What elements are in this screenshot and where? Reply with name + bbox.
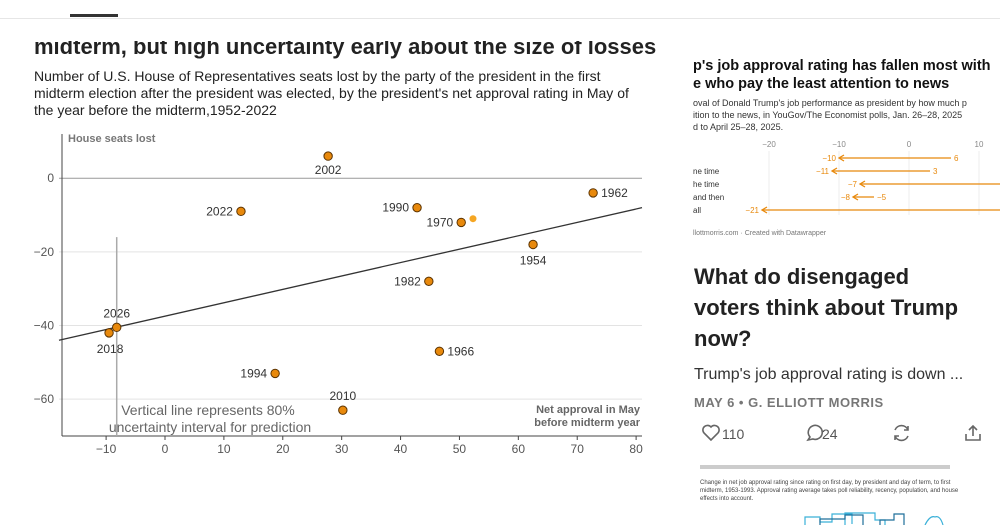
point-label: 1994 xyxy=(240,366,267,380)
point-label: 1962 xyxy=(601,186,628,200)
x-axis-label: Net approval in May xyxy=(536,404,641,416)
point-label: 2002 xyxy=(315,163,342,177)
y-axis-label: House seats lost xyxy=(68,133,156,145)
annotation: uncertainty interval for prediction xyxy=(109,419,311,435)
chart-subtitle: Number of U.S. House of Representatives … xyxy=(34,68,601,84)
post-title[interactable]: voters think about Trump xyxy=(694,295,958,320)
embed-source: llottmorris.com · Created with Datawrapp… xyxy=(693,230,827,237)
data-point xyxy=(112,322,122,333)
arrow-head xyxy=(851,193,859,201)
arrow-head xyxy=(837,154,845,162)
embed-subtitle: oval of Donald Trump's job performance a… xyxy=(693,98,967,108)
end-label: −7 xyxy=(848,180,858,189)
row-label: all xyxy=(693,206,701,215)
data-point xyxy=(588,188,598,198)
arrow-head xyxy=(858,180,866,188)
x-tick-label: −20 xyxy=(762,140,776,149)
point-label: 1966 xyxy=(447,344,474,358)
x-tick-label: 40 xyxy=(394,442,408,456)
x-tick-label: 80 xyxy=(629,442,643,456)
data-point xyxy=(434,346,445,356)
embed-title: e who pay the least attention to news xyxy=(693,76,949,92)
point-label: 1954 xyxy=(520,253,547,267)
header-mask xyxy=(0,0,1000,41)
data-point xyxy=(236,206,246,217)
x-tick-label: 10 xyxy=(975,140,984,149)
annotation: Vertical line represents 80% xyxy=(121,402,295,418)
data-point xyxy=(412,202,422,213)
point-label: 1990 xyxy=(382,201,409,215)
end-label: −10 xyxy=(822,154,836,163)
comment-icon[interactable] xyxy=(806,424,824,442)
x-tick-label: 0 xyxy=(162,442,169,456)
x-tick-label: 20 xyxy=(276,442,290,456)
data-point xyxy=(469,215,477,223)
post-snippet: Trump's job approval rating is down ... xyxy=(694,366,963,383)
data-point xyxy=(528,239,538,250)
end-label: −21 xyxy=(745,206,759,215)
preview-text: effects into account. xyxy=(700,496,754,502)
post-title[interactable]: now? xyxy=(694,326,751,351)
arrow-head xyxy=(830,167,838,175)
row-label: ne time xyxy=(693,167,720,176)
embed-title: p's job approval rating has fallen most … xyxy=(693,58,991,74)
preview-chart-decoration xyxy=(804,512,944,525)
trend-line xyxy=(58,207,643,341)
y-tick-label: −40 xyxy=(34,319,55,333)
point-label: 2010 xyxy=(329,389,356,403)
point-label: 2018 xyxy=(97,342,124,356)
x-tick-label: 10 xyxy=(217,442,231,456)
row-label: he time xyxy=(693,180,720,189)
x-tick-label: 0 xyxy=(907,140,912,149)
x-tick-label: −10 xyxy=(96,442,117,456)
share-icon[interactable] xyxy=(965,424,981,441)
y-tick-label: −60 xyxy=(34,392,55,406)
data-point xyxy=(270,368,280,379)
x-tick-label: 30 xyxy=(335,442,349,456)
post-meta: MAY 6 • G. ELLIOTT MORRIS xyxy=(694,395,884,410)
point-label: 2026 xyxy=(103,306,130,320)
chart-subtitle: midterm election after the president was… xyxy=(34,85,629,101)
end-label: −11 xyxy=(816,167,830,176)
y-tick-label: 0 xyxy=(47,171,54,185)
y-tick-label: −20 xyxy=(34,245,55,259)
post-actions xyxy=(702,424,981,442)
x-axis-label: before midterm year xyxy=(534,417,640,429)
start-label: −5 xyxy=(877,193,887,202)
like-count: 110 xyxy=(722,426,745,442)
embed-subtitle: d to April 25–28, 2025. xyxy=(693,122,783,132)
preview-text: Change in net job approval rating since … xyxy=(700,480,951,486)
start-label: 6 xyxy=(954,154,959,163)
data-point xyxy=(104,328,114,338)
chart-subtitle: the year before the midterm,1952-2022 xyxy=(34,102,277,118)
data-point xyxy=(338,405,348,415)
point-label: 2022 xyxy=(206,204,233,218)
end-label: −8 xyxy=(841,193,851,202)
preview-title-bar xyxy=(700,465,950,469)
post-title[interactable]: What do disengaged xyxy=(694,264,909,289)
point-label: 1982 xyxy=(394,274,421,288)
active-tab-indicator xyxy=(70,14,118,17)
comment-count: 24 xyxy=(822,426,838,442)
data-point xyxy=(456,217,466,228)
start-label: 3 xyxy=(933,167,938,176)
x-tick-label: 70 xyxy=(571,442,585,456)
restack-icon[interactable] xyxy=(894,424,909,442)
data-point xyxy=(424,276,434,287)
x-tick-label: −10 xyxy=(832,140,846,149)
data-point xyxy=(323,151,333,161)
point-label: 1970 xyxy=(427,215,454,229)
x-tick-label: 60 xyxy=(512,442,526,456)
x-tick-label: 50 xyxy=(453,442,467,456)
like-icon[interactable] xyxy=(702,424,720,442)
row-label: and then xyxy=(693,193,724,202)
arrow-head xyxy=(760,206,768,214)
preview-text: midterm, 1953-1993. Approval rating aver… xyxy=(700,488,959,494)
embed-subtitle: ition to the news, in YouGov/The Economi… xyxy=(693,110,962,120)
